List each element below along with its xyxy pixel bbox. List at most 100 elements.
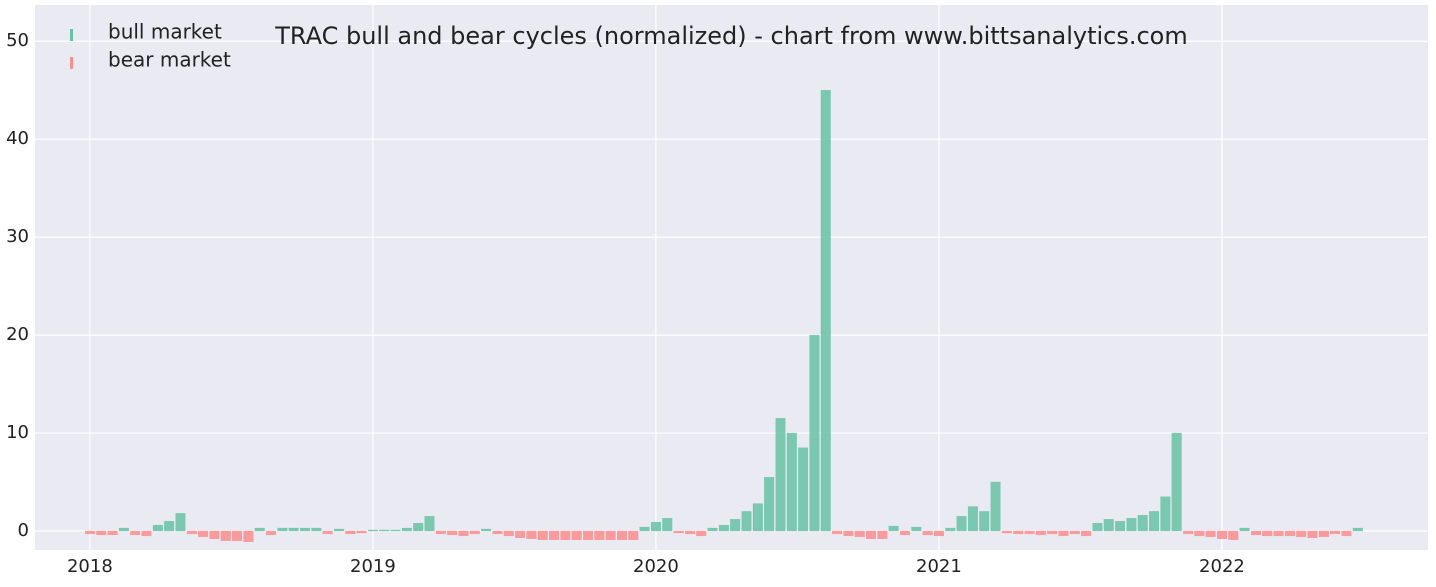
bar [356, 530, 367, 534]
bar [300, 527, 310, 532]
bar [333, 528, 344, 532]
bar [854, 530, 865, 538]
bar [775, 418, 786, 532]
bar [1284, 530, 1295, 537]
bar [990, 481, 1001, 532]
legend-label: bull market [108, 20, 222, 44]
bar [390, 529, 401, 532]
bar [1013, 530, 1024, 535]
bar [1205, 530, 1216, 538]
bar [979, 511, 990, 532]
bar [401, 527, 412, 532]
bar [220, 530, 231, 541]
y-tick-label: 20 [6, 324, 29, 345]
bar [1318, 530, 1329, 538]
bar [277, 527, 288, 532]
legend-label: bear market [108, 48, 231, 72]
y-tick-label: 50 [6, 30, 29, 51]
bar [458, 530, 469, 537]
bar [130, 530, 141, 536]
bar [1035, 530, 1046, 536]
bar [741, 511, 752, 532]
bar [967, 506, 978, 532]
bar [537, 530, 548, 540]
bar [311, 527, 322, 532]
bar [786, 432, 797, 532]
chart-title: TRAC bull and bear cycles (normalized) -… [274, 22, 1188, 50]
bar [209, 530, 220, 539]
bar [684, 530, 695, 535]
bar [175, 513, 186, 532]
bar [922, 530, 933, 536]
bar [1250, 530, 1261, 536]
bar [492, 530, 503, 535]
bar [447, 530, 458, 536]
bar [152, 524, 163, 532]
y-tick-label: 10 [6, 422, 29, 443]
bar [1081, 530, 1092, 537]
bar [1194, 530, 1205, 537]
bar [843, 530, 854, 537]
x-tick-label: 2022 [1199, 556, 1245, 577]
x-tick-label: 2019 [350, 556, 396, 577]
bar [435, 530, 446, 535]
bar [118, 527, 129, 532]
bar [322, 530, 333, 535]
bar [1092, 523, 1103, 532]
bar [1262, 530, 1273, 537]
bar [96, 530, 107, 536]
bar [1352, 527, 1363, 532]
bar [413, 523, 424, 532]
bar [866, 530, 876, 539]
bar [107, 530, 118, 536]
bar [820, 90, 831, 532]
x-tick-label: 2021 [916, 556, 962, 577]
bar [232, 530, 243, 541]
bar [900, 530, 910, 536]
bar [266, 530, 276, 536]
bar [617, 530, 627, 540]
bar [1296, 530, 1307, 538]
bar [1171, 432, 1182, 532]
bar [243, 530, 254, 542]
y-tick-label: 30 [6, 226, 29, 247]
bar [696, 530, 707, 537]
bar [469, 530, 480, 535]
bar [254, 527, 265, 532]
bar [583, 530, 593, 540]
bar [673, 530, 684, 534]
bar [379, 529, 390, 532]
bar [84, 530, 95, 535]
bar [288, 527, 299, 532]
bar [186, 530, 197, 535]
bar [1115, 521, 1126, 532]
y-tick-label: 0 [18, 520, 29, 541]
bar [1341, 530, 1352, 537]
bar [730, 519, 741, 532]
bar [345, 530, 356, 535]
bar [1273, 530, 1284, 537]
bar [1047, 530, 1058, 535]
bar [481, 528, 492, 532]
bar [1103, 519, 1114, 532]
bar [1001, 530, 1012, 534]
bar [809, 334, 820, 532]
bar [571, 530, 582, 540]
bar [639, 526, 650, 532]
bar [1307, 530, 1318, 539]
bar [933, 530, 944, 537]
bar [1126, 518, 1137, 532]
bar [503, 530, 514, 537]
bar [707, 527, 718, 532]
bar [718, 524, 729, 532]
bar [1330, 530, 1341, 535]
legend-marker [70, 29, 73, 41]
legend-marker [70, 57, 73, 69]
bar [1069, 530, 1080, 535]
plot-area [35, 5, 1428, 550]
bar [945, 527, 956, 532]
x-tick-label: 2020 [633, 556, 679, 577]
bar [650, 522, 661, 532]
y-tick-label: 40 [6, 128, 29, 149]
